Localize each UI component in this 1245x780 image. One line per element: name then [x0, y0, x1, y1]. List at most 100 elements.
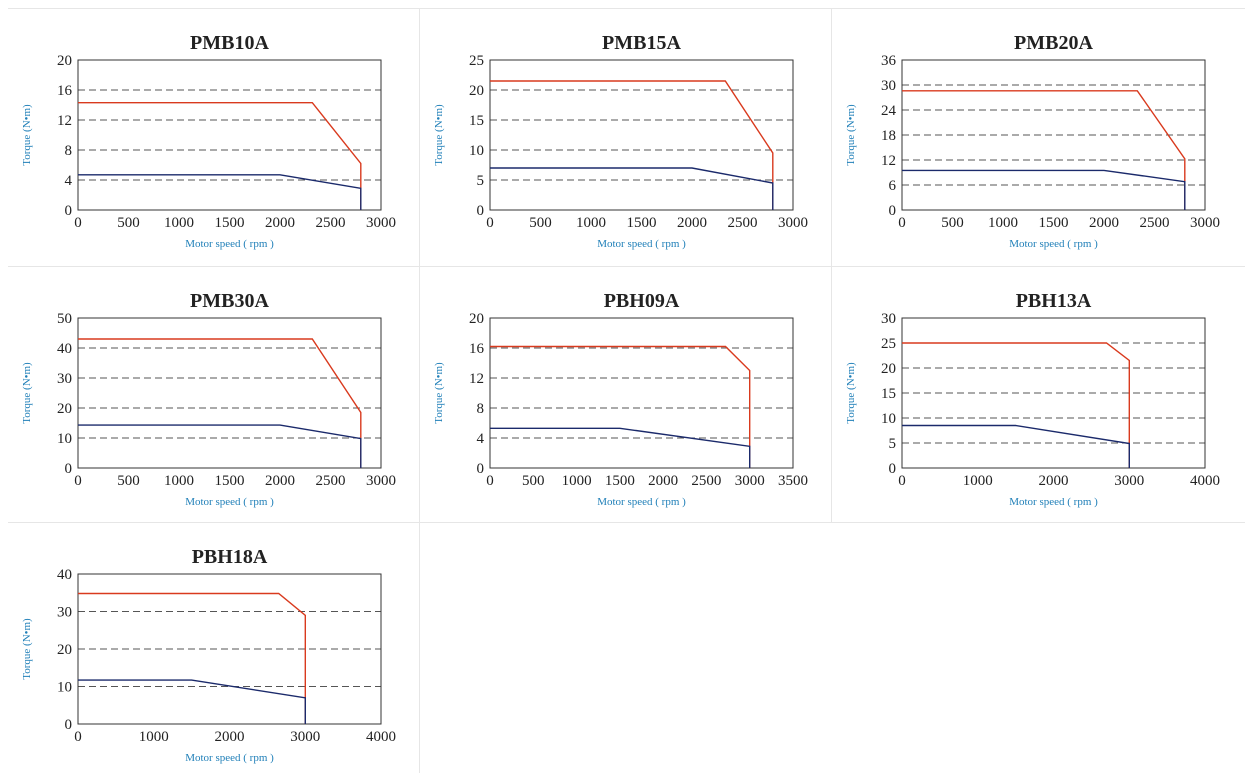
chart-panel-pmb15a: PMB15A 0 5 10 15 20 25 0 500 1000 1500 2000 2500 3000… — [420, 9, 832, 266]
x-tick-label: 1000 — [164, 215, 194, 231]
y-tick-label: 0 — [477, 203, 485, 219]
chart-panel-pbh13a: PBH13A 0 5 10 15 20 25 30 0 1000 2000 3000 4000 Motor… — [832, 267, 1244, 524]
x-axis-label: Motor speed ( rpm ) — [597, 496, 686, 508]
rated-torque-line — [78, 424, 362, 468]
x-tick-label: 1000 — [164, 473, 194, 489]
y-tick-label: 20 — [469, 311, 484, 327]
rated-torque-line — [78, 679, 306, 724]
x-tick-label: 2000 — [215, 729, 245, 745]
rated-torque-line — [902, 169, 1186, 210]
x-tick-label: 3000 — [735, 473, 765, 489]
x-tick-label: 0 — [486, 473, 494, 489]
x-tick-label: 1500 — [605, 473, 635, 489]
x-tick-label: 0 — [898, 215, 906, 231]
x-axis-label: Motor speed ( rpm ) — [597, 238, 686, 250]
x-tick-label: 3000 — [1190, 215, 1220, 231]
y-tick-label: 20 — [57, 642, 72, 658]
chart-panel-pmb20a: PMB20A 0 6 12 18 24 30 36 0 500 1000 1500 2000 2500 30… — [832, 9, 1244, 266]
chart-svg: PBH18A 0 10 20 30 40 0 1000 2000 3000 4000 Motor sp… — [21, 546, 396, 764]
x-tick-label: 2000 — [1039, 473, 1069, 489]
x-tick-label: 0 — [74, 215, 82, 231]
chart-title: PMB15A — [602, 32, 681, 54]
x-tick-label: 2000 — [677, 215, 707, 231]
y-tick-label: 16 — [469, 341, 485, 357]
y-tick-label: 0 — [65, 717, 73, 733]
y-axis-label: Torque (N•m) — [21, 104, 33, 166]
x-tick-label: 500 — [529, 215, 552, 231]
x-tick-label: 1500 — [1039, 215, 1069, 231]
plot-frame — [77, 573, 382, 725]
x-tick-label: 1000 — [963, 473, 993, 489]
x-tick-label: 3000 — [366, 215, 396, 231]
y-tick-label: 40 — [57, 567, 72, 583]
y-tick-label: 5 — [477, 173, 485, 189]
x-tick-label: 500 — [522, 473, 545, 489]
y-tick-label: 10 — [57, 431, 72, 447]
chart-title: PMB10A — [190, 32, 269, 54]
x-tick-label: 3000 — [1114, 473, 1144, 489]
y-tick-label: 20 — [881, 361, 896, 377]
y-tick-label: 0 — [889, 461, 897, 477]
x-tick-label: 0 — [74, 729, 82, 745]
y-tick-label: 20 — [57, 53, 72, 69]
x-tick-label: 4000 — [366, 729, 396, 745]
x-tick-label: 3000 — [778, 215, 808, 231]
x-axis-label: Motor speed ( rpm ) — [185, 496, 274, 508]
x-tick-label: 500 — [117, 215, 140, 231]
chart-svg: PMB15A 0 5 10 15 20 25 0 500 1000 1500 2000 2500 3000… — [433, 32, 808, 250]
rated-torque-line — [78, 174, 362, 210]
x-tick-label: 3000 — [290, 729, 320, 745]
plot-frame — [489, 59, 794, 211]
chart-panel-pmb10a: PMB10A 0 4 8 12 16 20 0 500 1000 1500 2000 2500 3000 M… — [8, 9, 420, 266]
y-tick-label: 8 — [477, 401, 485, 417]
x-tick-label: 2500 — [316, 215, 346, 231]
x-tick-label: 1000 — [562, 473, 592, 489]
y-tick-label: 36 — [881, 53, 897, 69]
x-tick-label: 3000 — [366, 473, 396, 489]
peak-torque-line — [78, 592, 306, 724]
x-axis-label: Motor speed ( rpm ) — [1009, 496, 1098, 508]
y-tick-label: 20 — [57, 401, 72, 417]
x-tick-label: 1500 — [215, 473, 245, 489]
y-tick-label: 15 — [881, 386, 896, 402]
peak-torque-line — [490, 345, 751, 468]
peak-torque-line — [78, 338, 362, 468]
column-divider — [831, 8, 832, 522]
x-tick-label: 2000 — [265, 473, 295, 489]
x-axis-label: Motor speed ( rpm ) — [1009, 238, 1098, 250]
y-tick-label: 0 — [65, 203, 73, 219]
x-tick-label: 2000 — [265, 215, 295, 231]
chart-svg: PBH13A 0 5 10 15 20 25 30 0 1000 2000 3000 4000 Motor… — [845, 290, 1220, 508]
y-tick-label: 50 — [57, 311, 72, 327]
column-divider — [419, 8, 420, 773]
chart-title: PMB30A — [190, 290, 269, 312]
y-axis-label: Torque (N•m) — [21, 618, 33, 680]
y-tick-label: 25 — [469, 53, 484, 69]
y-tick-label: 10 — [469, 143, 484, 159]
chart-svg: PBH09A 0 4 8 12 16 20 0 500 1000 1500 2000 2500 3000 3… — [433, 290, 808, 508]
x-tick-label: 1000 — [988, 215, 1018, 231]
x-axis-label: Motor speed ( rpm ) — [185, 238, 274, 250]
y-tick-label: 5 — [889, 436, 897, 452]
chart-svg: PMB20A 0 6 12 18 24 30 36 0 500 1000 1500 2000 2500 30… — [845, 32, 1220, 250]
peak-torque-line — [490, 80, 774, 210]
y-tick-label: 16 — [57, 83, 73, 99]
y-tick-label: 4 — [65, 173, 73, 189]
y-tick-label: 30 — [881, 311, 896, 327]
plot-frame — [77, 317, 382, 469]
y-tick-label: 25 — [881, 336, 896, 352]
chart-panel-pbh09a: PBH09A 0 4 8 12 16 20 0 500 1000 1500 2000 2500 3000 3… — [420, 267, 832, 524]
y-tick-label: 12 — [57, 113, 72, 129]
chart-svg: PMB10A 0 4 8 12 16 20 0 500 1000 1500 2000 2500 3000 M… — [21, 32, 396, 250]
x-tick-label: 500 — [941, 215, 964, 231]
y-tick-label: 15 — [469, 113, 484, 129]
x-tick-label: 4000 — [1190, 473, 1220, 489]
row-divider — [8, 522, 1245, 523]
plot-frame — [489, 317, 794, 469]
x-tick-label: 1500 — [215, 215, 245, 231]
y-axis-label: Torque (N•m) — [845, 362, 857, 424]
y-tick-label: 6 — [889, 178, 897, 194]
x-tick-label: 2500 — [316, 473, 346, 489]
